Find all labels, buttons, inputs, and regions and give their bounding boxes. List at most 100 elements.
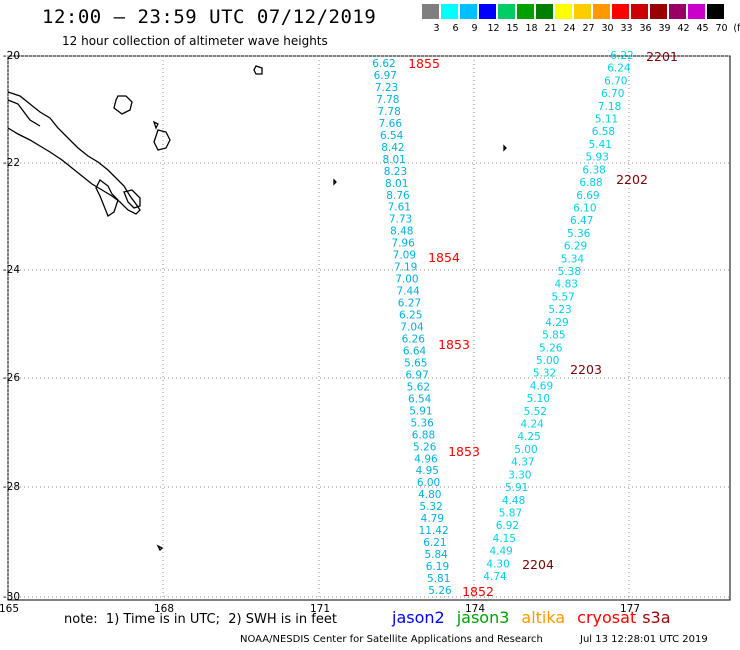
- swh-value-left: 7.66: [379, 118, 403, 130]
- swh-value-right: 6.70: [604, 75, 627, 87]
- swh-value-left: 6.54: [408, 393, 432, 405]
- swh-value-right: 5.11: [595, 114, 618, 126]
- swh-value-right: 5.57: [551, 291, 574, 303]
- swh-value-left: 4.95: [416, 465, 439, 477]
- swh-value-right: 5.32: [533, 368, 556, 380]
- scale-label: 24: [563, 23, 576, 34]
- swh-value-left: 8.01: [385, 178, 408, 190]
- swh-value-right: 4.29: [545, 317, 568, 329]
- swh-value-right: 4.69: [530, 380, 553, 392]
- swh-value-right: 6.47: [570, 215, 593, 227]
- scale-swatch: [574, 4, 591, 19]
- swh-value-left: 8.23: [384, 166, 407, 178]
- swh-value-right: 6.70: [601, 88, 624, 100]
- scale-label: 30: [601, 23, 614, 34]
- longitude-label: 171: [310, 603, 330, 615]
- scale-swatch: [517, 4, 534, 19]
- swh-value-right: 4.48: [502, 495, 525, 507]
- chart-title: 12:00 – 23:59 UTC 07/12/2019: [42, 6, 377, 28]
- swh-value-left: 8.42: [381, 142, 404, 154]
- swh-value-left: 6.97: [374, 70, 397, 82]
- swh-value-right: 4.24: [520, 419, 544, 431]
- time-label-left: 1855: [408, 56, 440, 71]
- swh-value-right: 5.23: [548, 304, 571, 316]
- scale-swatch: [555, 4, 572, 19]
- scale-swatch: [422, 4, 439, 19]
- longitude-label: 165: [0, 603, 19, 615]
- swh-value-right: 5.41: [589, 139, 612, 151]
- swh-value-right: 5.87: [499, 507, 522, 519]
- swh-value-right: 4.37: [511, 457, 534, 469]
- scale-swatch: [707, 4, 724, 19]
- swh-value-right: 5.93: [586, 152, 609, 164]
- swh-value-left: 5.62: [407, 381, 430, 393]
- swh-value-right: 5.00: [536, 355, 559, 367]
- longitude-label: 168: [154, 603, 174, 615]
- swh-value-left: 6.19: [426, 561, 449, 573]
- satellite-s3a: s3a: [642, 608, 671, 627]
- swh-value-left: 7.44: [396, 286, 420, 298]
- swh-value-left: 11.42: [419, 525, 449, 537]
- swh-value-left: 4.80: [418, 489, 441, 501]
- swh-value-left: 7.04: [400, 322, 424, 334]
- swh-value-right: 7.18: [598, 101, 621, 113]
- time-labels-right: 2201 2202 2203 2204: [522, 49, 678, 572]
- time-label-right: 2201: [646, 49, 678, 64]
- swh-value-left: 5.26: [413, 441, 437, 453]
- scale-label: 21: [544, 23, 557, 34]
- scale-swatch: [441, 4, 458, 19]
- swh-value-left: 7.96: [391, 238, 415, 250]
- map-frame: [7, 55, 731, 601]
- time-label-right: 2202: [616, 172, 648, 187]
- scale-label: 39: [658, 23, 671, 34]
- swh-value-left: 6.88: [412, 429, 435, 441]
- swh-value-right: 4.15: [493, 533, 516, 545]
- satellite-jason2: jason2: [392, 608, 445, 627]
- swh-value-right: 4.49: [489, 546, 512, 558]
- latitude-label: -28: [3, 481, 20, 493]
- swh-value-left: 6.21: [423, 537, 446, 549]
- swh-value-left: 6.97: [405, 369, 428, 381]
- swh-value-left: 6.64: [403, 345, 427, 357]
- swh-value-left: 5.91: [409, 405, 432, 417]
- swh-value-right: 5.26: [539, 342, 563, 354]
- lat-lon-grid: [7, 55, 730, 600]
- time-label-right: 2203: [570, 362, 602, 377]
- scale-label: 6: [452, 23, 459, 34]
- timestamp-text: Jul 13 12:28:01 UTC 2019: [580, 634, 708, 645]
- swh-value-right: 6.38: [582, 164, 605, 176]
- swh-value-left: 7.73: [389, 214, 412, 226]
- time-label-left: 1854: [428, 250, 460, 265]
- scale-label: 15: [506, 23, 519, 34]
- scale-label: 45: [696, 23, 709, 34]
- time-label-left: 1853: [448, 444, 480, 459]
- swh-value-right: 6.88: [579, 177, 602, 189]
- satellite-cryosat: cryosat: [577, 608, 637, 627]
- swh-value-right: 3.30: [508, 469, 531, 481]
- swh-value-right: 4.83: [555, 279, 578, 291]
- chart-subtitle: 12 hour collection of altimeter wave hei…: [62, 34, 328, 48]
- swh-value-right: 6.22: [610, 50, 633, 62]
- scale-swatch: [612, 4, 629, 19]
- note-text: note: 1) Time is in UTC; 2) SWH is in fe…: [64, 612, 337, 627]
- latitude-label: -30: [3, 591, 20, 603]
- swh-value-right: 6.69: [576, 190, 599, 202]
- swh-value-left: 5.36: [410, 417, 434, 429]
- swh-value-left: 7.23: [375, 82, 398, 94]
- longitude-label: 174: [465, 603, 485, 615]
- swh-value-right: 6.92: [496, 520, 519, 532]
- swh-value-left: 8.48: [390, 226, 413, 238]
- swh-value-right: 6.10: [573, 202, 596, 214]
- swh-value-left: 6.27: [398, 298, 421, 310]
- scale-swatch: [536, 4, 553, 19]
- time-label-left: 1852: [462, 584, 494, 599]
- time-label-right: 2204: [522, 557, 554, 572]
- scale-swatch: [650, 4, 667, 19]
- swh-value-right: 4.30: [486, 558, 509, 570]
- swh-value-left: 5.65: [404, 357, 427, 369]
- scale-swatch: [498, 4, 515, 19]
- scale-swatch: [460, 4, 477, 19]
- swh-value-left: 6.00: [417, 477, 440, 489]
- scale-swatch: [593, 4, 610, 19]
